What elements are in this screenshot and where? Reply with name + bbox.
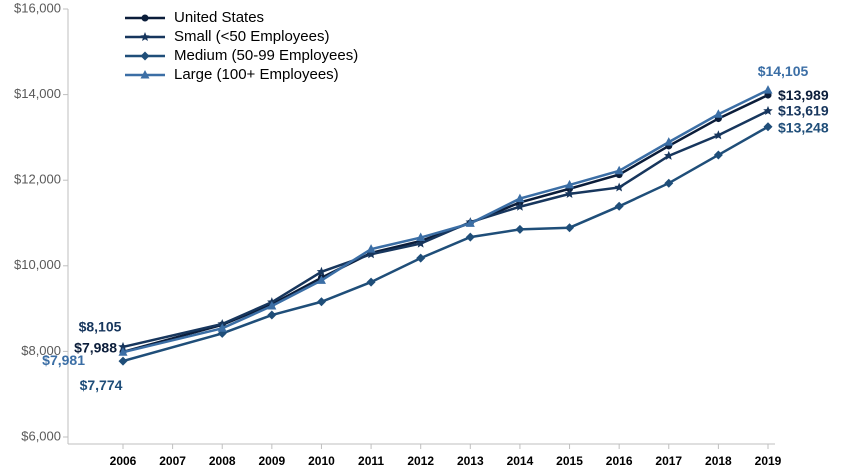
y-tick-label: $10,000 [14, 257, 61, 272]
marker [140, 32, 150, 42]
marker [515, 224, 525, 234]
marker [614, 182, 624, 192]
marker [713, 109, 723, 118]
legend-label: Medium (50-99 Employees) [174, 47, 358, 64]
x-tick-label: 2015 [556, 454, 583, 468]
marker [465, 218, 475, 227]
y-tick-label: $16,000 [14, 0, 61, 15]
data-label: $13,989 [778, 87, 829, 103]
series [118, 122, 773, 366]
marker [267, 301, 277, 310]
marker [118, 356, 128, 366]
data-label: $13,619 [778, 103, 829, 119]
marker [416, 232, 426, 242]
series [118, 85, 773, 356]
marker [366, 277, 376, 287]
marker [763, 85, 773, 94]
x-tick-label: 2017 [655, 454, 682, 468]
marker [664, 137, 674, 146]
x-tick-label: 2006 [110, 454, 137, 468]
y-tick-label: $6,000 [21, 428, 61, 443]
x-tick-label: 2007 [159, 454, 186, 468]
x-tick-label: 2013 [457, 454, 484, 468]
marker [565, 179, 575, 189]
series [119, 91, 772, 356]
marker [664, 150, 674, 160]
x-tick-label: 2012 [407, 454, 434, 468]
marker [565, 223, 575, 233]
x-tick-label: 2010 [308, 454, 335, 468]
x-tick-label: 2014 [507, 454, 534, 468]
marker [316, 266, 327, 276]
series-line [122, 93, 769, 354]
marker [763, 105, 773, 115]
marker [118, 341, 128, 351]
marker [614, 201, 624, 211]
y-tick-label: $14,000 [14, 86, 61, 101]
x-tick-label: 2019 [755, 454, 782, 468]
data-label: $13,248 [778, 119, 829, 135]
marker [415, 238, 426, 248]
legend-label: Small (<50 Employees) [174, 28, 329, 45]
data-label: $8,105 [79, 319, 122, 335]
marker [316, 297, 326, 307]
marker [141, 14, 149, 22]
x-tick-label: 2008 [209, 454, 236, 468]
marker [366, 249, 376, 259]
marker [416, 253, 426, 263]
marker [140, 70, 150, 79]
x-tick-label: 2016 [606, 454, 633, 468]
marker [140, 51, 150, 61]
data-label: $14,105 [758, 63, 809, 79]
marker [515, 201, 525, 211]
data-label: $7,774 [80, 377, 123, 393]
y-tick-label: $12,000 [14, 172, 61, 187]
data-label: $7,988 [74, 340, 117, 356]
marker [564, 188, 575, 198]
marker [713, 130, 724, 140]
data-label: $7,981 [42, 352, 85, 368]
x-tick-label: 2009 [258, 454, 285, 468]
marker [217, 323, 227, 332]
series-line [122, 88, 769, 354]
marker [713, 150, 723, 160]
marker [614, 165, 624, 175]
marker [316, 275, 326, 284]
legend: United States Small (<50 Employees) Medium… [125, 9, 358, 83]
y-tick-label: $8,000 [21, 343, 61, 358]
x-tick-label: 2011 [358, 454, 384, 468]
legend-label: United States [174, 9, 264, 26]
marker [763, 122, 773, 132]
marker [515, 193, 525, 203]
marker [267, 310, 277, 320]
marker [664, 178, 674, 188]
legend-label: Large (100+ Employees) [174, 66, 339, 83]
marker [118, 347, 128, 356]
marker [366, 244, 376, 253]
x-tick-label: 2018 [705, 454, 732, 468]
marker [465, 232, 475, 242]
